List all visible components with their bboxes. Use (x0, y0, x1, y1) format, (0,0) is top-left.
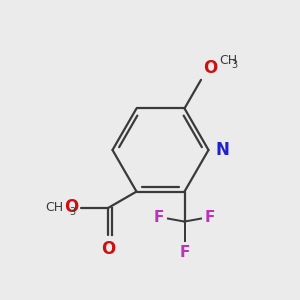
Text: F: F (179, 245, 190, 260)
Text: O: O (203, 59, 218, 77)
Text: 3: 3 (232, 60, 238, 70)
Text: 3: 3 (69, 207, 76, 217)
Text: N: N (215, 141, 229, 159)
Text: O: O (64, 199, 79, 217)
Text: O: O (101, 241, 115, 259)
Text: CH: CH (45, 201, 64, 214)
Text: F: F (154, 210, 164, 225)
Text: CH: CH (219, 54, 237, 67)
Text: F: F (205, 210, 215, 225)
